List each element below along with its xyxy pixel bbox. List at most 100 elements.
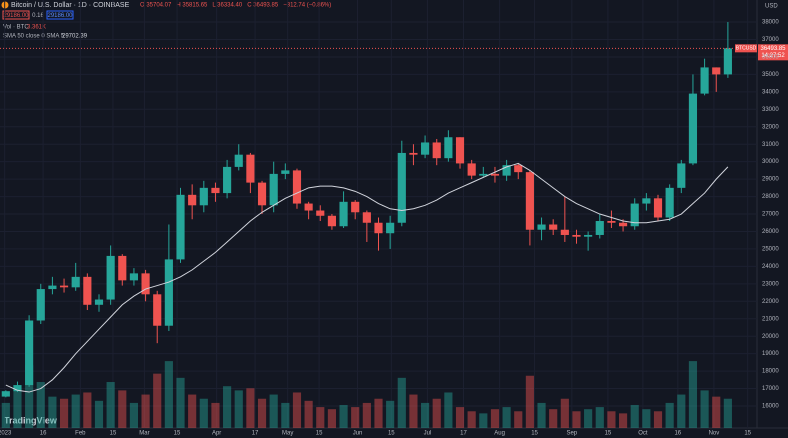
candle-body bbox=[525, 172, 534, 230]
y-tick-label: 20000 bbox=[762, 334, 779, 340]
candle-body bbox=[374, 222, 383, 234]
y-tick-label: 29000 bbox=[762, 177, 779, 183]
candle-body bbox=[618, 222, 628, 227]
symbol-tag-box bbox=[735, 44, 757, 53]
y-tick-label: 24000 bbox=[762, 264, 779, 270]
volume-bar bbox=[700, 390, 709, 428]
y-tick-label: 16000 bbox=[762, 404, 779, 410]
x-tick-label: Apr bbox=[212, 431, 221, 437]
y-tick-label: 25000 bbox=[762, 247, 779, 253]
x-tick-label: 16 bbox=[40, 431, 47, 437]
candle-body bbox=[339, 201, 348, 227]
candle-body bbox=[223, 166, 232, 194]
candle-body bbox=[572, 234, 581, 237]
ohlc-value: L 36334.40 bbox=[212, 3, 242, 9]
candle-body bbox=[188, 194, 197, 206]
volume-bar bbox=[129, 402, 139, 428]
volume-bar bbox=[514, 411, 523, 428]
symbol-title: Bitcoin / U.S. Dollar · 1D · COINBASE bbox=[11, 2, 130, 9]
symbol-tag: BTCUSD bbox=[736, 46, 757, 52]
volume-bar bbox=[618, 413, 628, 428]
buy-button[interactable] bbox=[46, 10, 74, 20]
volume-bar bbox=[386, 400, 395, 428]
candle-body bbox=[467, 163, 476, 176]
volume-bar bbox=[25, 365, 34, 428]
volume-bar bbox=[164, 361, 173, 428]
y-tick-label: 19000 bbox=[762, 351, 779, 357]
y-tick-label: 26000 bbox=[762, 229, 779, 235]
candle-body bbox=[211, 187, 220, 194]
volume-bar bbox=[188, 394, 197, 428]
volume-bar bbox=[653, 411, 663, 428]
ohlc-value: C 36493.85 bbox=[247, 3, 279, 9]
candle-body bbox=[246, 154, 255, 183]
volume-bar bbox=[13, 390, 22, 428]
candle-body bbox=[269, 173, 278, 206]
candle-body bbox=[455, 137, 465, 164]
volume-bar bbox=[269, 394, 278, 428]
volume-bar bbox=[677, 394, 686, 428]
candle-body bbox=[490, 173, 500, 176]
candle-body bbox=[642, 198, 651, 204]
volume-bar bbox=[362, 402, 371, 428]
candle-body bbox=[59, 285, 69, 288]
volume-bar bbox=[106, 382, 115, 428]
volume-bar bbox=[490, 409, 500, 428]
candle-body bbox=[153, 294, 162, 326]
volume-bar bbox=[199, 398, 208, 428]
volume-bar bbox=[339, 405, 348, 428]
buy-price[interactable]: 29186.00 bbox=[47, 13, 73, 19]
candle-body bbox=[712, 67, 721, 75]
spread: 0.16 bbox=[32, 13, 44, 19]
volume-bar bbox=[607, 411, 616, 428]
volume-bar bbox=[397, 377, 406, 428]
x-tick-label: 15 bbox=[605, 431, 612, 437]
candle-body bbox=[257, 182, 267, 206]
x-tick-label: 15 bbox=[531, 431, 538, 437]
candle-body bbox=[199, 187, 208, 206]
volume-bar bbox=[118, 390, 127, 428]
volume-bar bbox=[211, 402, 220, 428]
y-tick-label: 31000 bbox=[762, 142, 779, 148]
x-tick-label: 17 bbox=[460, 431, 467, 437]
volume-bar bbox=[584, 409, 593, 428]
x-tick-label: Jul bbox=[424, 431, 432, 437]
sell-button[interactable] bbox=[2, 10, 30, 20]
volume-bar bbox=[83, 392, 92, 428]
candle-body bbox=[71, 276, 80, 288]
volume-bar bbox=[630, 405, 639, 428]
volume-bar bbox=[549, 409, 558, 428]
candle-body bbox=[234, 154, 243, 167]
candle-body bbox=[502, 165, 511, 176]
volume-label: Vol · BTC bbox=[3, 25, 29, 31]
candle-body bbox=[106, 255, 115, 300]
candle-body bbox=[665, 187, 674, 218]
sell-price[interactable]: 29186.00 bbox=[3, 13, 29, 19]
ohlc-legend: O 35704.07 H 35815.65 L 36334.40 C 36493.85… bbox=[140, 3, 331, 9]
candle-body bbox=[327, 215, 336, 227]
y-tick-label: 30000 bbox=[762, 159, 779, 165]
volume-bar bbox=[432, 398, 441, 428]
candle-body bbox=[25, 320, 34, 386]
candle-body bbox=[584, 234, 593, 237]
y-tick-label: 36000 bbox=[762, 55, 779, 61]
candle-body bbox=[1, 391, 10, 397]
candle-body bbox=[677, 163, 686, 188]
x-tick-label: 17 bbox=[252, 431, 259, 437]
x-tick-label: Feb bbox=[75, 431, 86, 437]
candle-body bbox=[549, 224, 558, 230]
candle-body bbox=[164, 259, 173, 326]
currency[interactable]: USD bbox=[765, 4, 778, 10]
countdown: 14:27:52 bbox=[761, 53, 785, 59]
candle-body bbox=[397, 152, 406, 223]
volume-bar bbox=[223, 386, 232, 428]
x-tick-label: 16 bbox=[674, 431, 681, 437]
volume-bar bbox=[327, 409, 336, 428]
candle-body bbox=[479, 173, 488, 176]
volume-bar bbox=[71, 394, 80, 428]
volume-bar bbox=[374, 398, 383, 428]
volume-bar bbox=[176, 377, 185, 428]
candle-body bbox=[176, 194, 185, 260]
volume-bar bbox=[444, 392, 453, 428]
